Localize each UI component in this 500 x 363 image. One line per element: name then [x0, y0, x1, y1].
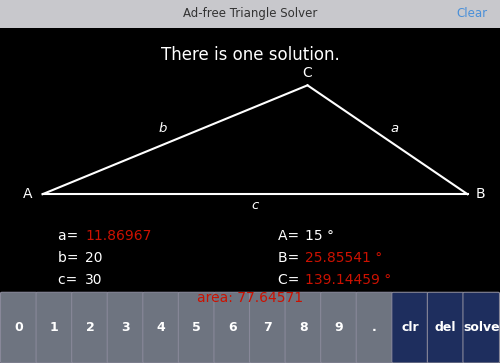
FancyBboxPatch shape: [428, 292, 464, 363]
Text: There is one solution.: There is one solution.: [160, 46, 340, 64]
Text: Clear: Clear: [456, 7, 488, 20]
Text: b: b: [158, 122, 166, 135]
Text: 9: 9: [334, 321, 343, 334]
FancyBboxPatch shape: [285, 292, 322, 363]
Text: 4: 4: [156, 321, 166, 334]
FancyBboxPatch shape: [178, 292, 215, 363]
Text: C=: C=: [278, 273, 303, 286]
Text: C: C: [302, 66, 312, 79]
Text: 8: 8: [299, 321, 308, 334]
Text: 139.14459 °: 139.14459 °: [305, 273, 392, 286]
Text: 2: 2: [86, 321, 94, 334]
FancyBboxPatch shape: [250, 292, 286, 363]
Text: 11.86967: 11.86967: [85, 229, 152, 243]
Text: 3: 3: [121, 321, 130, 334]
Text: 1: 1: [50, 321, 58, 334]
Text: 5: 5: [192, 321, 201, 334]
Text: a: a: [391, 122, 399, 135]
FancyBboxPatch shape: [0, 292, 37, 363]
Text: c=: c=: [58, 273, 81, 286]
Text: c: c: [252, 199, 258, 212]
Text: .: .: [372, 321, 377, 334]
Text: area: 77.64571: area: 77.64571: [197, 291, 303, 305]
FancyBboxPatch shape: [36, 292, 72, 363]
Text: del: del: [435, 321, 456, 334]
FancyBboxPatch shape: [320, 292, 357, 363]
FancyBboxPatch shape: [392, 292, 428, 363]
FancyBboxPatch shape: [463, 292, 500, 363]
Text: 30: 30: [85, 273, 102, 286]
FancyBboxPatch shape: [0, 0, 500, 28]
Text: solve: solve: [463, 321, 500, 334]
FancyBboxPatch shape: [143, 292, 180, 363]
Text: 0: 0: [14, 321, 23, 334]
Text: A=: A=: [278, 229, 303, 243]
Text: Ad-free Triangle Solver: Ad-free Triangle Solver: [183, 7, 317, 20]
FancyBboxPatch shape: [107, 292, 144, 363]
Text: b=: b=: [58, 251, 82, 265]
Text: A: A: [23, 187, 32, 201]
Text: clr: clr: [402, 321, 419, 334]
Text: 6: 6: [228, 321, 236, 334]
Text: 25.85541 °: 25.85541 °: [305, 251, 382, 265]
FancyBboxPatch shape: [72, 292, 108, 363]
Text: B=: B=: [278, 251, 303, 265]
Text: B: B: [475, 187, 485, 201]
Text: a=: a=: [58, 229, 82, 243]
Text: 15 °: 15 °: [305, 229, 334, 243]
FancyBboxPatch shape: [214, 292, 250, 363]
Text: 7: 7: [264, 321, 272, 334]
Text: 20: 20: [85, 251, 102, 265]
FancyBboxPatch shape: [356, 292, 393, 363]
